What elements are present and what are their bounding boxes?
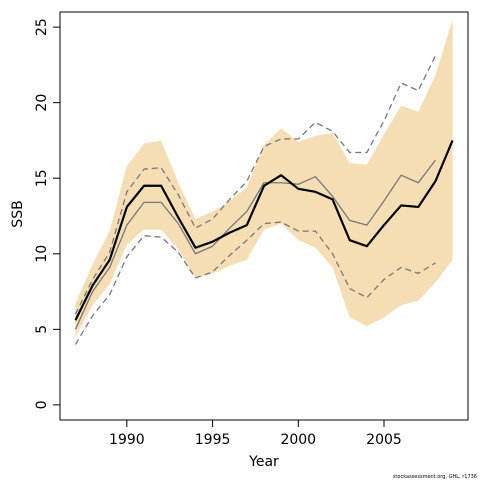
x-tick-label: 2005 — [366, 432, 402, 448]
y-axis-title: SSB — [10, 200, 26, 227]
credit-note: stockassessment.org, GHL, r1736 — [393, 474, 477, 480]
series-line-secondary — [74, 159, 436, 330]
series-line-dashed-3 — [74, 221, 436, 345]
y-tick-label: 15 — [34, 169, 50, 187]
y-tick-label: 25 — [34, 18, 50, 36]
plot-frame — [59, 11, 469, 421]
y-axis: 0 5 10 15 20 25 — [34, 18, 60, 409]
y-tick-label: 10 — [34, 245, 50, 263]
x-tick-label: 1995 — [195, 432, 231, 448]
y-tick-label: 20 — [34, 94, 50, 112]
confidence-band-layer — [75, 19, 453, 337]
y-tick-label: 5 — [34, 325, 50, 334]
x-axis: 1990 1995 2000 2005 — [109, 420, 402, 448]
confidence-band — [75, 19, 453, 337]
x-axis-title: Year — [248, 454, 279, 470]
x-tick-label: 2000 — [280, 432, 316, 448]
series-layer — [74, 55, 454, 345]
x-tick-label: 1990 — [109, 432, 145, 448]
series-line-estimate — [74, 140, 454, 321]
y-tick-label: 0 — [34, 400, 50, 409]
